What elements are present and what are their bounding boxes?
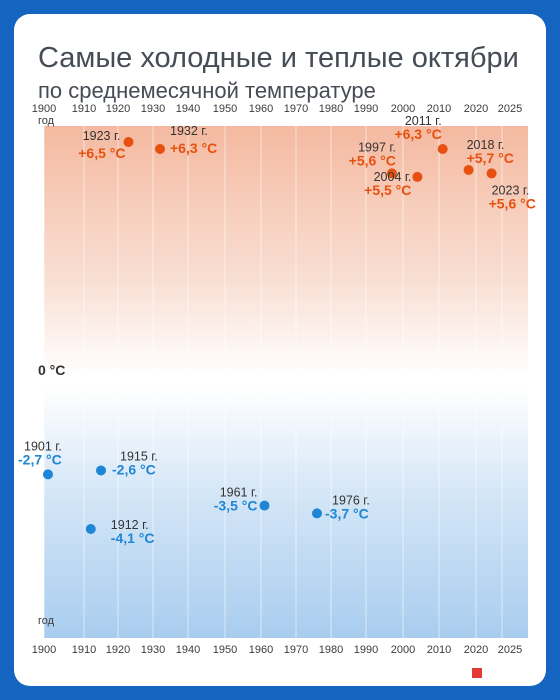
- x-tick-label-top: 1910: [72, 103, 96, 115]
- zero-degree-label: 0 °C: [38, 362, 65, 378]
- x-tick-label-top: 1950: [213, 103, 237, 115]
- point-year-label: 1932 г.: [170, 124, 208, 138]
- point-year-label: 2011 г.: [405, 114, 442, 128]
- point-value-label: +5,5 °C: [364, 182, 411, 198]
- x-tick-label-bottom: 1920: [106, 644, 130, 656]
- x-tick-label-bottom: 1950: [213, 644, 237, 656]
- x-tick-label-bottom: 1910: [72, 644, 96, 656]
- point-year-label: 1961 г.: [220, 486, 258, 500]
- x-tick-label-top: 1970: [284, 103, 308, 115]
- x-tick-label-top: 2010: [427, 103, 451, 115]
- point-year-label: 2023 г.: [492, 183, 530, 197]
- point-year-label: 1923 г.: [83, 129, 121, 143]
- warm-data-point: [437, 143, 448, 154]
- temperature-gradient-background: [44, 126, 528, 638]
- warm-data-point: [486, 168, 497, 179]
- x-tick-label-bottom: 1970: [284, 644, 308, 656]
- x-axis-label-bottom: год: [38, 615, 55, 627]
- x-tick-label-bottom: 2025: [498, 644, 522, 656]
- x-tick-label-top: 1900: [32, 103, 56, 115]
- scatter-chart: 1900 1900 1910 1910 1920 1920 1930 1930 1940 1940…: [18, 103, 536, 656]
- cold-data-point: [96, 465, 106, 476]
- warm-data-point: [463, 164, 474, 175]
- x-tick-label-top: 2025: [498, 103, 522, 115]
- point-year-label: 2004 г.: [374, 170, 412, 184]
- point-year-label: 1915 г.: [120, 449, 158, 463]
- x-tick-label-bottom: 1900: [32, 644, 56, 656]
- point-value-label: +5,7 °C: [467, 150, 514, 166]
- x-tick-label-top: 1960: [249, 103, 273, 115]
- logo-square-icon: [472, 668, 483, 678]
- point-value-label: -3,5 °C: [214, 498, 258, 514]
- chart-subtitle: по среднемесячной температуре: [38, 78, 376, 103]
- point-value-label: -2,7 °C: [18, 451, 62, 467]
- point-value-label: +6,3 °C: [394, 126, 441, 142]
- x-tick-label-top: 1980: [319, 103, 343, 115]
- point-year-label: 1997 г.: [358, 140, 396, 154]
- cold-data-point: [85, 524, 96, 534]
- x-tick-label-bottom: 2000: [391, 644, 415, 656]
- warm-data-point: [123, 137, 134, 147]
- cold-data-point: [312, 508, 322, 519]
- point-value-label: -4,1 °C: [111, 530, 155, 546]
- x-axis-label-top: год: [38, 115, 55, 127]
- point-value-label: +6,5 °C: [78, 145, 125, 161]
- cold-data-point: [259, 500, 270, 511]
- point-year-label: 2018 г.: [467, 138, 505, 152]
- point-year-label: 1912 г.: [111, 518, 149, 532]
- x-tick-label-bottom: 1980: [319, 644, 343, 656]
- ngs-logo[interactable]: NGS RU: [428, 664, 512, 686]
- x-tick-label-bottom: 1990: [354, 644, 378, 656]
- x-tick-label-top: 1940: [176, 103, 200, 115]
- infographic-card: Самые холодные и теплые октябри по средн…: [14, 14, 546, 686]
- point-value-label: -2,6 °C: [112, 461, 156, 477]
- x-tick-label-bottom: 1940: [176, 644, 200, 656]
- x-tick-label-bottom: 1960: [249, 644, 273, 656]
- x-tick-label-bottom: 2020: [464, 644, 488, 656]
- x-tick-label-top: 2020: [464, 103, 488, 115]
- x-tick-label-bottom: 2010: [427, 644, 451, 656]
- logo-text-left: NGS: [428, 664, 470, 685]
- x-tick-label-top: 1920: [106, 103, 130, 115]
- warm-data-point: [386, 168, 397, 179]
- point-year-label: 1901 г.: [24, 439, 62, 453]
- point-value-label: +6,3 °C: [170, 140, 217, 156]
- x-tick-label-bottom: 1930: [141, 644, 165, 656]
- x-tick-label-top: 1990: [354, 103, 378, 115]
- point-value-label: -3,7 °C: [325, 505, 369, 521]
- point-value-label: +5,6 °C: [489, 195, 536, 211]
- warm-data-point: [412, 171, 423, 182]
- x-tick-label-top: 1930: [141, 103, 165, 115]
- logo-text-right: RU: [484, 664, 512, 685]
- cold-data-point: [43, 469, 53, 480]
- chart-title: Самые холодные и теплые октябри: [38, 42, 519, 74]
- point-year-label: 1976 г.: [332, 493, 370, 507]
- x-tick-label-top: 2000: [391, 103, 415, 115]
- point-value-label: +5,6 °C: [349, 152, 396, 168]
- warm-data-point: [155, 143, 165, 154]
